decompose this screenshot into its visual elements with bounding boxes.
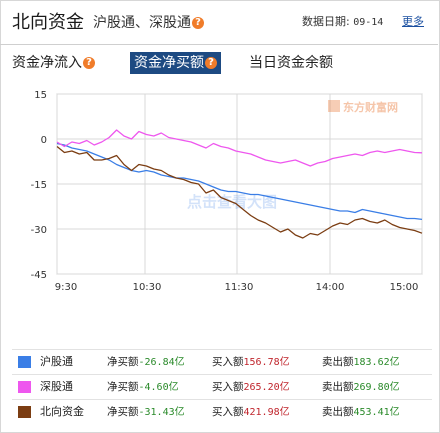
legend-buy: 买入额265.20亿 — [212, 376, 290, 399]
buy-value: 265.20亿 — [244, 382, 290, 393]
net-value: -31.43亿 — [139, 407, 185, 418]
header: 北向资金 沪股通、深股通? 数据日期: 09-14 更多 — [0, 0, 438, 44]
date-value: 09-14 — [353, 17, 383, 28]
watermark-logo-icon — [328, 100, 340, 112]
net-label: 净买额 — [107, 381, 139, 393]
legend-row: 北向资金 净买额-31.43亿 买入额421.98亿 卖出额453.41亿 — [12, 401, 432, 423]
legend-sell: 卖出额183.62亿 — [322, 351, 400, 374]
net-value: -26.84亿 — [139, 357, 185, 368]
tab-daily-balance[interactable]: 当日资金余额 — [249, 52, 333, 74]
y-tick-labels: 15 0 -15 -30 -45 — [31, 90, 47, 281]
sell-value: 183.62亿 — [354, 357, 400, 368]
x-tick-label: 14:00 — [316, 282, 345, 293]
sell-label: 卖出额 — [322, 381, 354, 393]
widget-title: 北向资金 — [12, 8, 84, 34]
legend-divider — [12, 349, 432, 350]
help-icon[interactable]: ? — [83, 57, 95, 69]
legend-net: 净买额-26.84亿 — [107, 351, 185, 374]
x-tick-label: 9:30 — [55, 282, 77, 293]
legend-swatch — [18, 356, 31, 368]
legend-row: 深股通 净买额-4.60亿 买入额265.20亿 卖出额269.80亿 — [12, 376, 432, 398]
buy-label: 买入额 — [212, 381, 244, 393]
net-value: -4.60亿 — [139, 382, 179, 393]
legend-divider — [12, 374, 432, 375]
sell-value: 453.41亿 — [354, 407, 400, 418]
x-tick-labels: 9:30 10:30 11:30 14:00 15:00 — [55, 282, 419, 293]
chart-grid — [57, 94, 422, 274]
net-label: 净买额 — [107, 406, 139, 418]
legend-divider — [12, 399, 432, 400]
legend-series-name: 北向资金 — [40, 401, 84, 423]
header-divider — [0, 44, 438, 45]
y-tick-label: -45 — [31, 270, 47, 281]
tab-label: 资金净买额 — [134, 55, 204, 71]
y-tick-label: 15 — [34, 90, 47, 101]
widget-subtitle: 沪股通、深股通? — [93, 12, 204, 32]
legend-row: 沪股通 净买额-26.84亿 买入额156.78亿 卖出额183.62亿 — [12, 351, 432, 373]
data-date: 数据日期: 09-14 — [302, 13, 383, 29]
buy-label: 买入额 — [212, 406, 244, 418]
sell-label: 卖出额 — [322, 406, 354, 418]
sell-value: 269.80亿 — [354, 382, 400, 393]
watermark-logo-text: 东方财富网 — [343, 100, 398, 114]
date-label: 数据日期: — [302, 15, 350, 28]
tab-bar: 资金净流入? 资金净买额? 当日资金余额 — [0, 52, 438, 76]
subtitle-text: 沪股通、深股通 — [93, 15, 191, 31]
y-tick-label: -30 — [31, 225, 47, 236]
legend-swatch — [18, 406, 31, 418]
buy-label: 买入额 — [212, 356, 244, 368]
x-tick-label: 11:30 — [225, 282, 254, 293]
tab-net-inflow[interactable]: 资金净流入? — [12, 52, 95, 74]
legend-net: 净买额-4.60亿 — [107, 376, 179, 399]
tab-label: 当日资金余额 — [249, 55, 333, 71]
line-chart[interactable]: 15 0 -15 -30 -45 9:30 10:30 11:30 14:00 15:00 东方… — [0, 84, 440, 339]
net-label: 净买额 — [107, 356, 139, 368]
help-icon[interactable]: ? — [205, 57, 217, 69]
series-line-2 — [57, 130, 422, 166]
legend-buy: 买入额421.98亿 — [212, 401, 290, 424]
help-icon[interactable]: ? — [192, 17, 204, 29]
legend-buy: 买入额156.78亿 — [212, 351, 290, 374]
more-link[interactable]: 更多 — [402, 13, 424, 29]
tab-label: 资金净流入 — [12, 55, 82, 71]
sell-label: 卖出额 — [322, 356, 354, 368]
x-tick-label: 15:00 — [390, 282, 419, 293]
legend-series-name: 深股通 — [40, 376, 73, 398]
y-tick-label: 0 — [41, 135, 47, 146]
legend-swatch — [18, 381, 31, 393]
buy-value: 421.98亿 — [244, 407, 290, 418]
buy-value: 156.78亿 — [244, 357, 290, 368]
tab-net-buy[interactable]: 资金净买额? — [130, 52, 221, 74]
legend-sell: 卖出额269.80亿 — [322, 376, 400, 399]
x-tick-label: 10:30 — [133, 282, 162, 293]
legend-net: 净买额-31.43亿 — [107, 401, 185, 424]
legend-series-name: 沪股通 — [40, 351, 73, 373]
y-tick-label: -15 — [31, 180, 47, 191]
legend-sell: 卖出额453.41亿 — [322, 401, 400, 424]
